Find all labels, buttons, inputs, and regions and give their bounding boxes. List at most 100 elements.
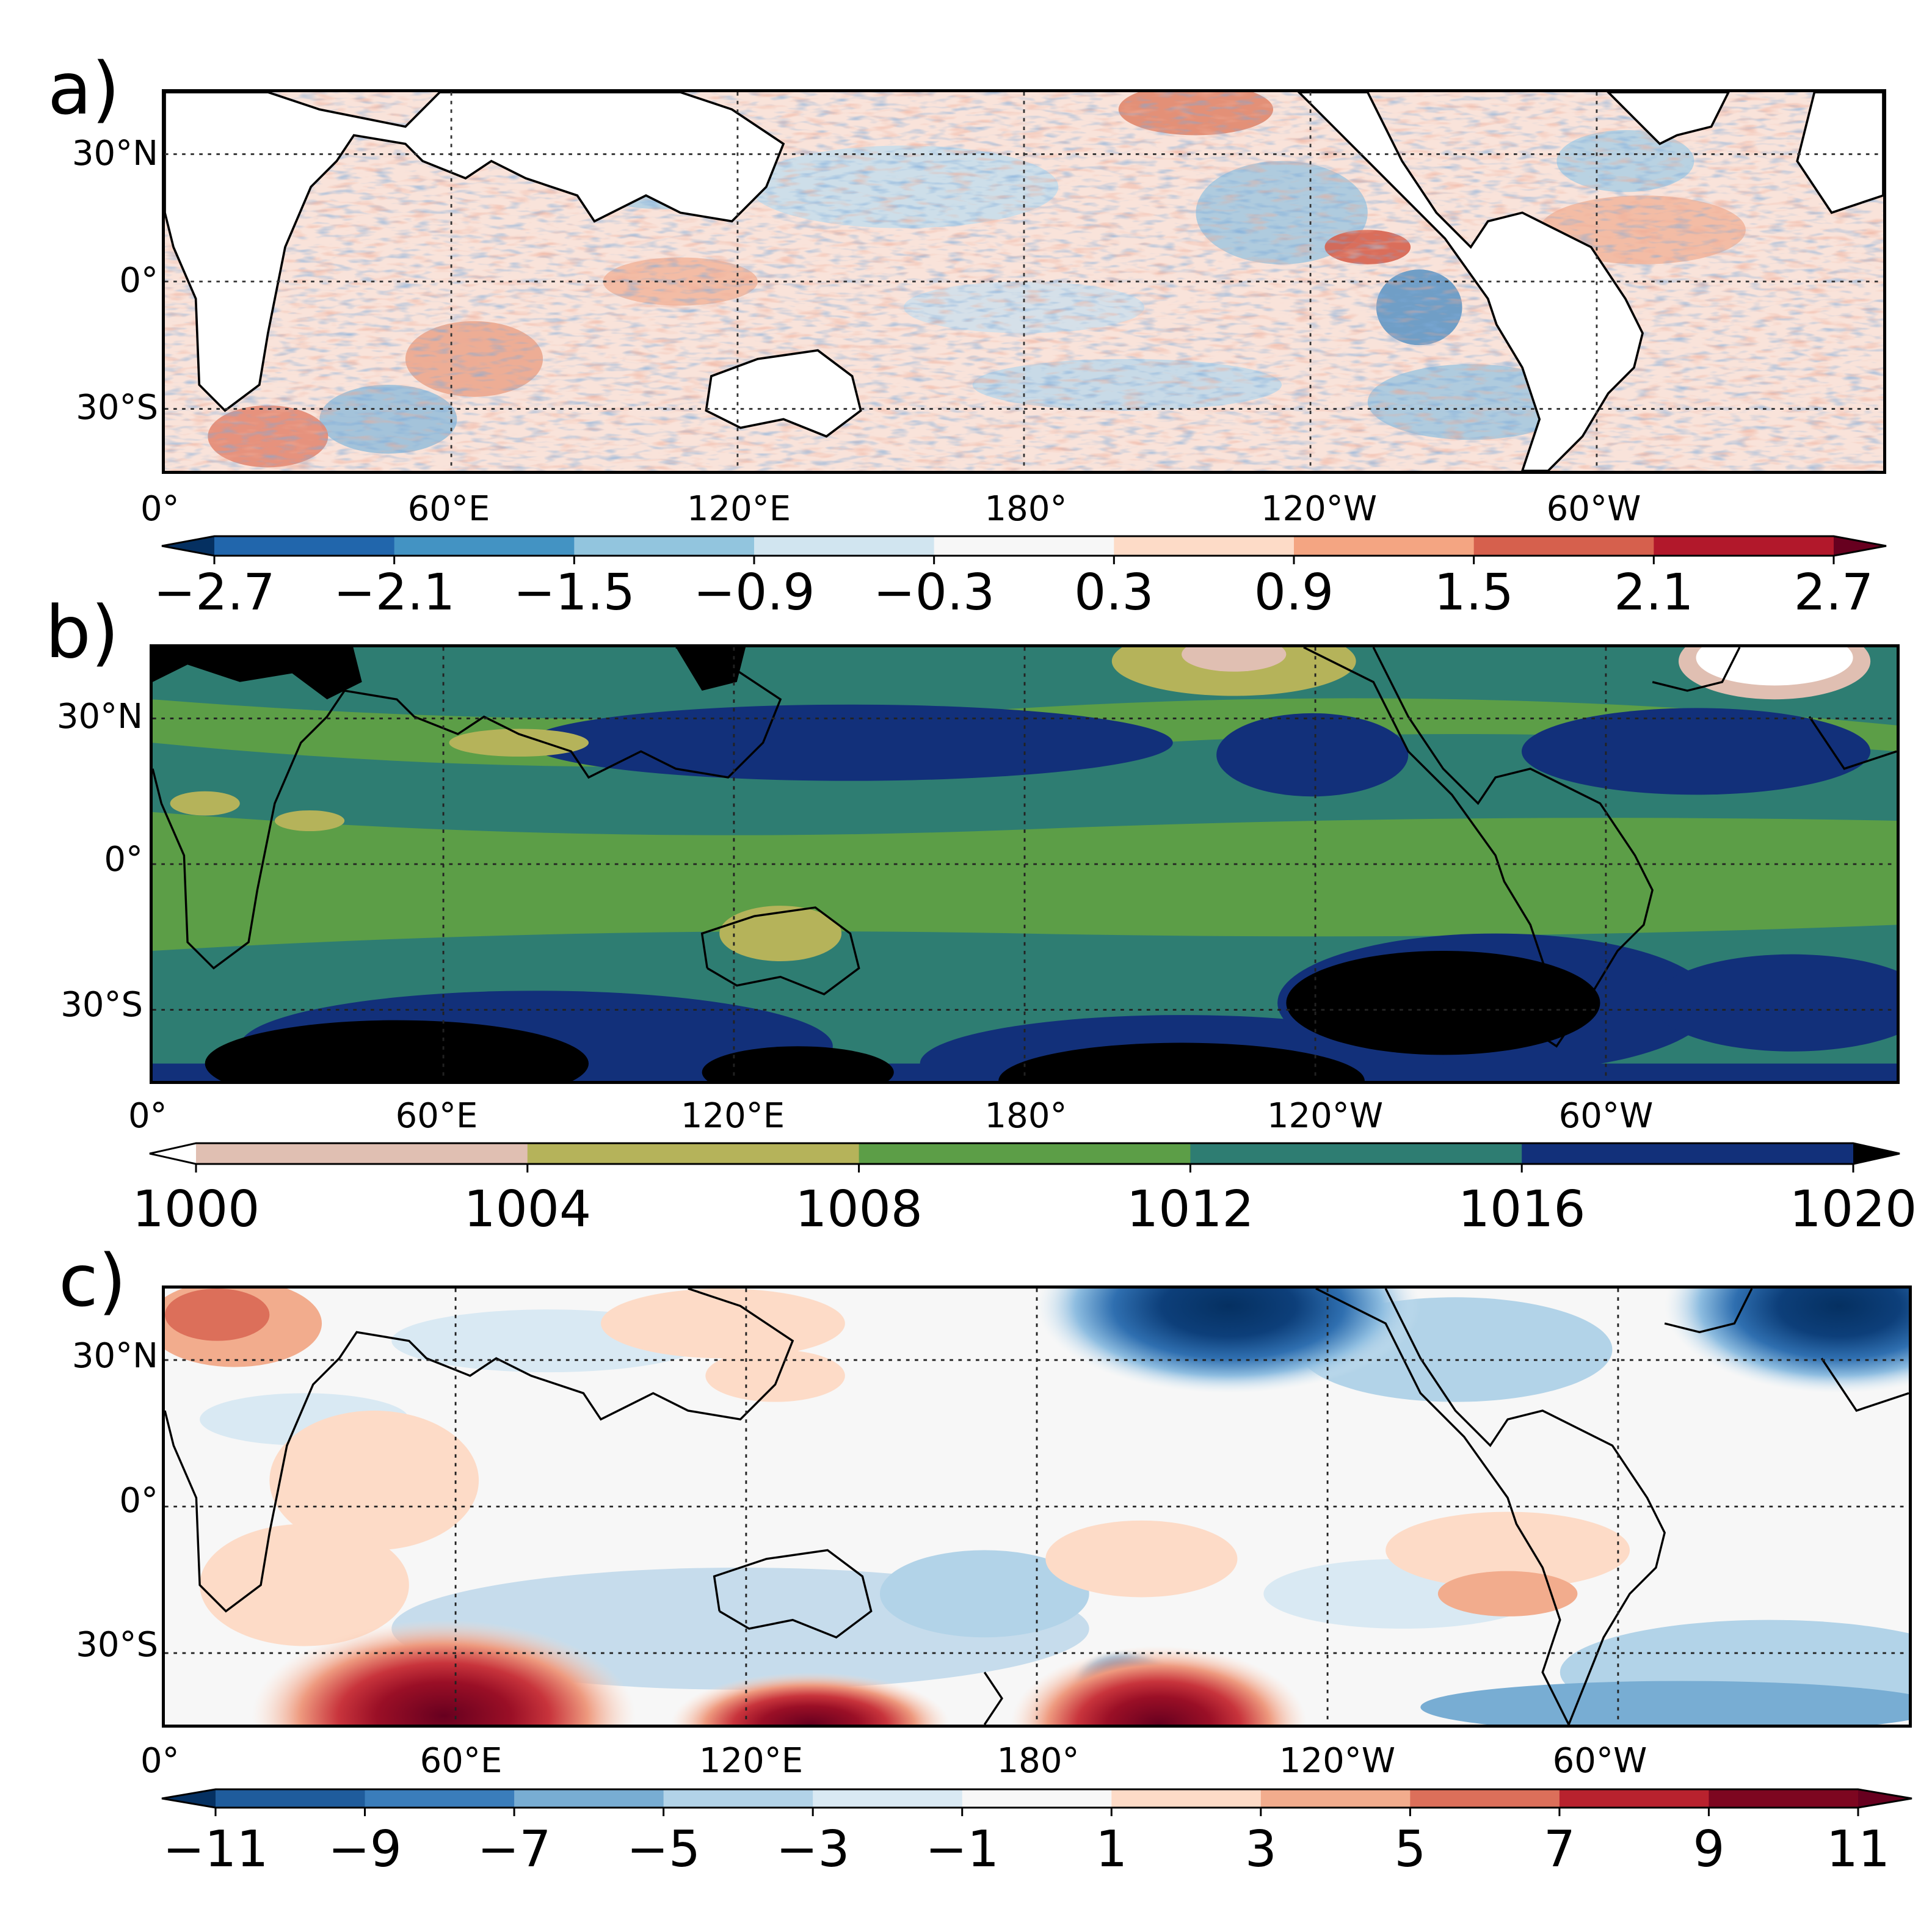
lat-label-30n-b: 30°N [56,697,143,736]
colorbar-c-tick-label: −3 [775,1820,850,1878]
colorbar-a-segment [1473,536,1654,556]
lon-label-60e-c: 60°E [419,1741,503,1781]
colorbar-b-tick-label: 1008 [795,1180,923,1238]
colorbar-b-tick-label: 1012 [1127,1180,1254,1238]
lon-label-180-c: 180° [997,1741,1080,1781]
colorbar-c-svg [161,1788,1912,1816]
map-b-field [153,647,1897,1081]
map-a-field [165,92,1883,471]
colorbar-a-svg [161,535,1887,564]
lon-label-60w-b: 60°W [1558,1096,1654,1136]
colorbar-c-high-extend [1858,1789,1912,1808]
colorbar-c-tick-label: 9 [1693,1820,1725,1878]
colorbar-a-tick-label: 0.3 [1074,564,1154,622]
map-a [162,89,1886,474]
colorbar-b-segment [1522,1143,1854,1164]
lon-label-0-a: 0° [140,489,180,529]
lon-label-0-b: 0° [128,1096,167,1136]
colorbar-c-segment [813,1789,963,1808]
colorbar-b-high-extend [1853,1143,1900,1164]
lon-label-180-a: 180° [984,489,1067,529]
colorbar-c-tick-label: −1 [925,1820,1000,1878]
lon-label-60e-a: 60°E [407,489,490,529]
colorbar-c-segment [216,1789,366,1808]
map-b [150,644,1900,1084]
colorbar-c-segment [1111,1789,1262,1808]
colorbar-a-tick-label: −0.3 [873,564,995,622]
colorbar-c-tick-label: −7 [477,1820,551,1878]
panel-letter-c: c) [59,1238,126,1323]
colorbar-c-low-extend [162,1789,216,1808]
colorbar-c-tick-label: 1 [1095,1820,1128,1878]
colorbar-b-tick-label: 1020 [1789,1180,1917,1238]
colorbar-a-tick-label: 2.1 [1614,564,1694,622]
lon-label-0-c: 0° [140,1741,180,1781]
lon-label-120e-a: 120°E [686,489,791,529]
panel-letter-b: b) [45,590,119,674]
colorbar-a-segment [574,536,755,556]
colorbar-c-segment [663,1789,813,1808]
lon-label-120w-c: 120°W [1279,1741,1396,1781]
colorbar-b-segment [196,1143,528,1164]
colorbar-a [161,535,1887,564]
colorbar-a-tick-label: −2.1 [333,564,456,622]
lat-label-30n-c: 30°N [71,1336,158,1376]
colorbar-c-segment [962,1789,1112,1808]
lon-label-60w-a: 60°W [1546,489,1641,529]
lat-label-30n-a: 30°N [71,134,158,173]
lon-label-120e-c: 120°E [699,1741,804,1781]
lat-label-30s-b: 30°S [60,985,143,1025]
lon-label-60w-c: 60°W [1552,1741,1647,1781]
lat-label-30s-a: 30°S [76,388,158,427]
colorbar-c-segment [514,1789,664,1808]
map-c [162,1285,1912,1728]
colorbar-a-tick-label: −1.5 [513,564,635,622]
colorbar-b-tick-label: 1004 [463,1180,592,1238]
lon-label-180-b: 180° [984,1096,1067,1136]
colorbar-c-tick-label: 7 [1543,1820,1575,1878]
lat-label-eq-a: 0° [119,261,158,300]
colorbar-a-tick-label: −0.9 [693,564,815,622]
colorbar-c-segment [1260,1789,1411,1808]
colorbar-b-segment [527,1143,860,1164]
map-c-field [165,1289,1909,1725]
colorbar-b-svg [149,1142,1900,1173]
colorbar-a-segment [934,536,1114,556]
colorbar-a-segment [214,536,395,556]
lon-label-120e-b: 120°E [680,1096,785,1136]
colorbar-b [149,1142,1900,1173]
colorbar-c [161,1788,1912,1816]
colorbar-a-segment [1294,536,1475,556]
colorbar-c-tick-label: 3 [1244,1820,1277,1878]
colorbar-a-tick-label: −2.7 [153,564,275,622]
colorbar-a-segment [754,536,935,556]
lat-label-eq-b: 0° [104,840,143,879]
colorbar-b-segment [859,1143,1191,1164]
colorbar-c-tick-label: −9 [328,1820,402,1878]
lat-label-eq-c: 0° [119,1481,158,1521]
colorbar-c-tick-label: 11 [1826,1820,1890,1878]
lon-label-120w-a: 120°W [1260,489,1378,529]
lon-label-120w-b: 120°W [1266,1096,1384,1136]
colorbar-b-low-extend [150,1143,196,1164]
colorbar-a-tick-label: 1.5 [1434,564,1514,622]
colorbar-b-tick-label: 1016 [1458,1180,1586,1238]
colorbar-c-segment [1709,1789,1859,1808]
lat-label-30s-c: 30°S [76,1625,158,1665]
colorbar-a-tick-label: 2.7 [1793,564,1874,622]
colorbar-c-segment [1559,1789,1709,1808]
colorbar-b-tick-label: 1000 [132,1180,260,1238]
colorbar-a-high-extend [1834,536,1886,556]
colorbar-c-segment [365,1789,515,1808]
colorbar-a-tick-label: 0.9 [1254,564,1334,622]
colorbar-a-segment [1654,536,1834,556]
colorbar-b-segment [1190,1143,1522,1164]
colorbar-c-tick-label: −5 [626,1820,701,1878]
colorbar-a-segment [394,536,575,556]
lon-label-60e-b: 60°E [395,1096,478,1136]
colorbar-a-low-extend [162,536,214,556]
colorbar-c-tick-label: 5 [1394,1820,1426,1878]
panel-letter-a: a) [48,46,120,131]
colorbar-c-segment [1410,1789,1560,1808]
colorbar-c-tick-label: −11 [162,1820,269,1878]
